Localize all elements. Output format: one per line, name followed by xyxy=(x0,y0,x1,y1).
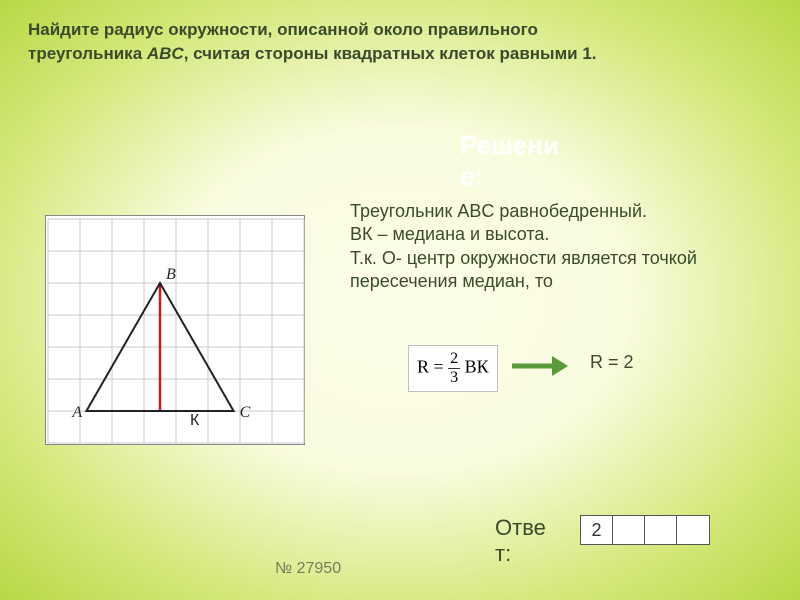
answer-cell-4 xyxy=(677,516,709,544)
task-title: Найдите радиус окружности, описанной око… xyxy=(28,18,772,66)
answer-cell-2 xyxy=(613,516,645,544)
solution-label: Решение: xyxy=(460,130,559,192)
svg-text:A: A xyxy=(71,404,82,421)
solution-body: Треугольник ABC равнобедренный. ВК – мед… xyxy=(350,200,750,294)
arrow-icon xyxy=(510,352,570,385)
title-line1: Найдите радиус окружности, описанной око… xyxy=(28,20,538,39)
result-equation: R = 2 xyxy=(590,352,634,373)
formula-rhs: ВК xyxy=(465,357,489,377)
formula-lhs: R = xyxy=(417,357,444,377)
svg-text:B: B xyxy=(166,266,176,283)
k-label: К xyxy=(190,412,199,430)
formula-box: R = 2 3 ВК xyxy=(408,345,498,392)
answer-label: Ответ: xyxy=(495,515,546,567)
problem-number: № 27950 xyxy=(275,560,341,578)
title-line2: треугольника ABC, считая стороны квадрат… xyxy=(28,44,597,63)
answer-cell-1: 2 xyxy=(581,516,613,544)
frac-num: 2 xyxy=(448,350,460,369)
answer-boxes: 2 xyxy=(580,515,710,545)
svg-text:C: C xyxy=(240,404,251,421)
triangle-figure: A B C xyxy=(45,215,305,445)
frac-den: 3 xyxy=(448,369,460,387)
formula-fraction: 2 3 xyxy=(448,350,460,387)
answer-cell-3 xyxy=(645,516,677,544)
